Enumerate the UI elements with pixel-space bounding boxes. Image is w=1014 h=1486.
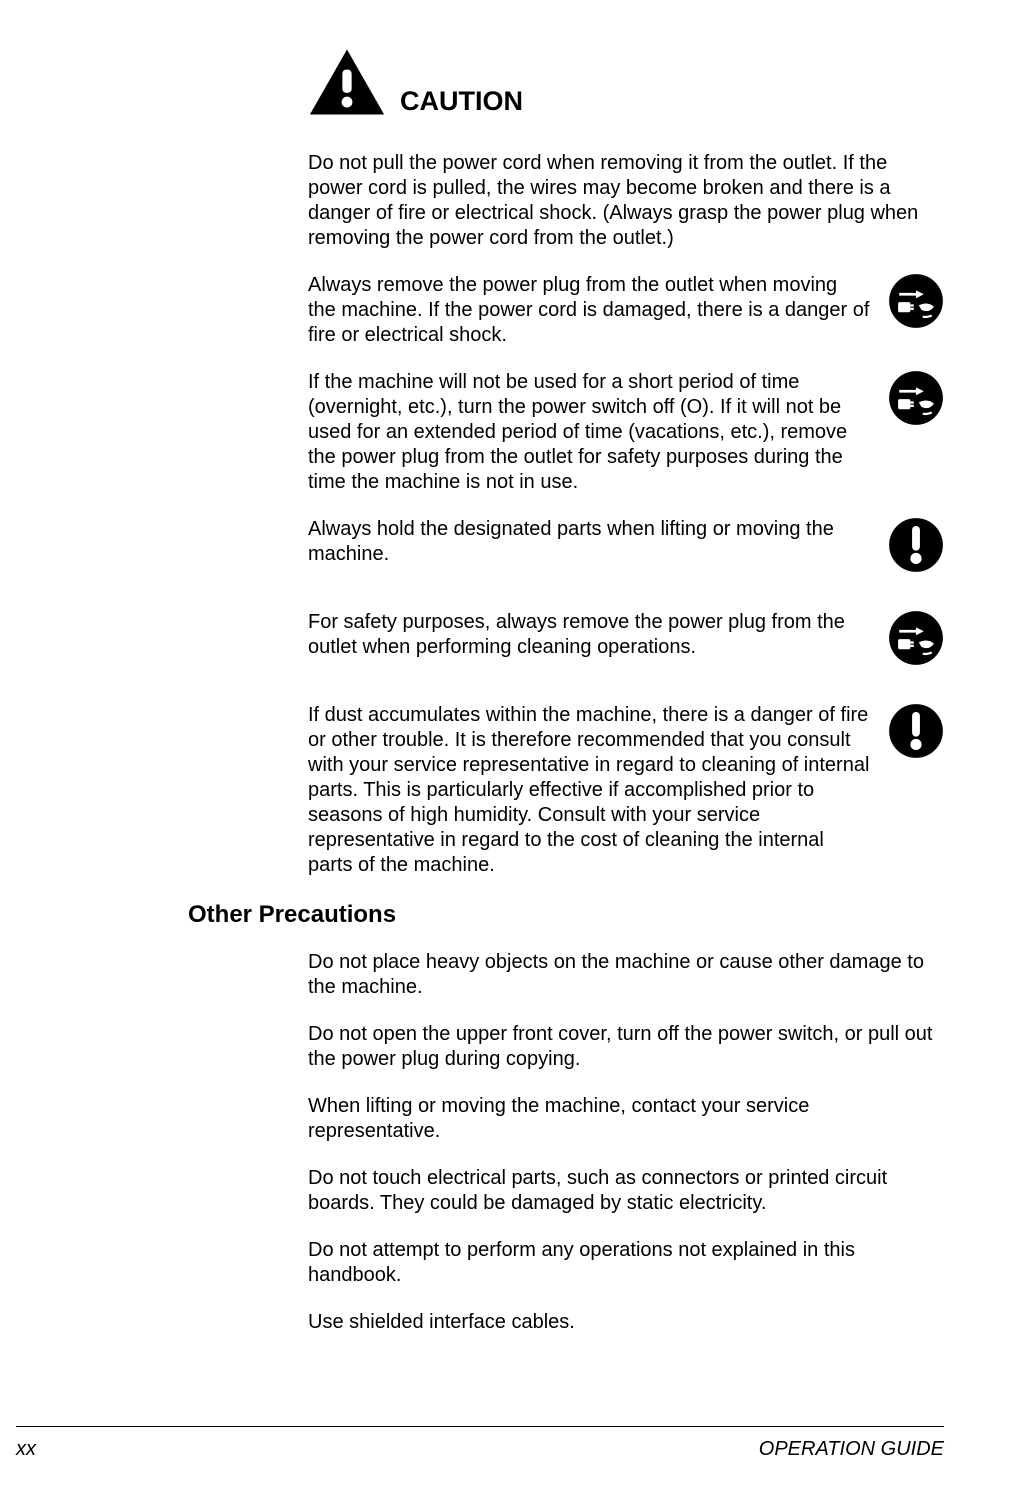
paragraph: Do not open the upper front cover, turn …	[308, 1022, 944, 1072]
paragraph-with-icon: If dust accumulates within the machine, …	[308, 703, 944, 878]
paragraph: When lifting or moving the machine, cont…	[308, 1094, 944, 1144]
paragraph: Do not pull the power cord when removing…	[308, 151, 944, 251]
paragraph: Do not touch electrical parts, such as c…	[308, 1166, 944, 1216]
paragraph-text: If the machine will not be used for a sh…	[308, 370, 870, 495]
mandatory-action-icon	[888, 517, 944, 580]
unplug-icon	[888, 610, 944, 673]
page-footer: xx OPERATION GUIDE	[16, 1426, 944, 1462]
paragraph-with-icon: For safety purposes, always remove the p…	[308, 610, 944, 673]
mandatory-action-icon	[888, 703, 944, 766]
page-number: xx	[16, 1437, 36, 1462]
paragraph-text: Always remove the power plug from the ou…	[308, 273, 870, 348]
paragraph-with-icon: If the machine will not be used for a sh…	[308, 370, 944, 495]
caution-header: CAUTION	[308, 48, 944, 123]
unplug-icon	[888, 370, 944, 433]
paragraph-with-icon: Always remove the power plug from the ou…	[308, 273, 944, 348]
paragraph: Use shielded interface cables.	[308, 1310, 944, 1335]
unplug-icon	[888, 273, 944, 336]
paragraph: Do not place heavy objects on the machin…	[308, 950, 944, 1000]
warning-triangle-icon	[308, 48, 386, 123]
paragraph-text: Always hold the designated parts when li…	[308, 517, 870, 567]
other-precautions-heading: Other Precautions	[188, 900, 944, 930]
paragraph-text: If dust accumulates within the machine, …	[308, 703, 870, 878]
footer-title: OPERATION GUIDE	[759, 1437, 944, 1462]
caution-label: CAUTION	[400, 85, 523, 123]
paragraph: Do not attempt to perform any operations…	[308, 1238, 944, 1288]
paragraph-with-icon: Always hold the designated parts when li…	[308, 517, 944, 580]
paragraph-text: For safety purposes, always remove the p…	[308, 610, 870, 660]
